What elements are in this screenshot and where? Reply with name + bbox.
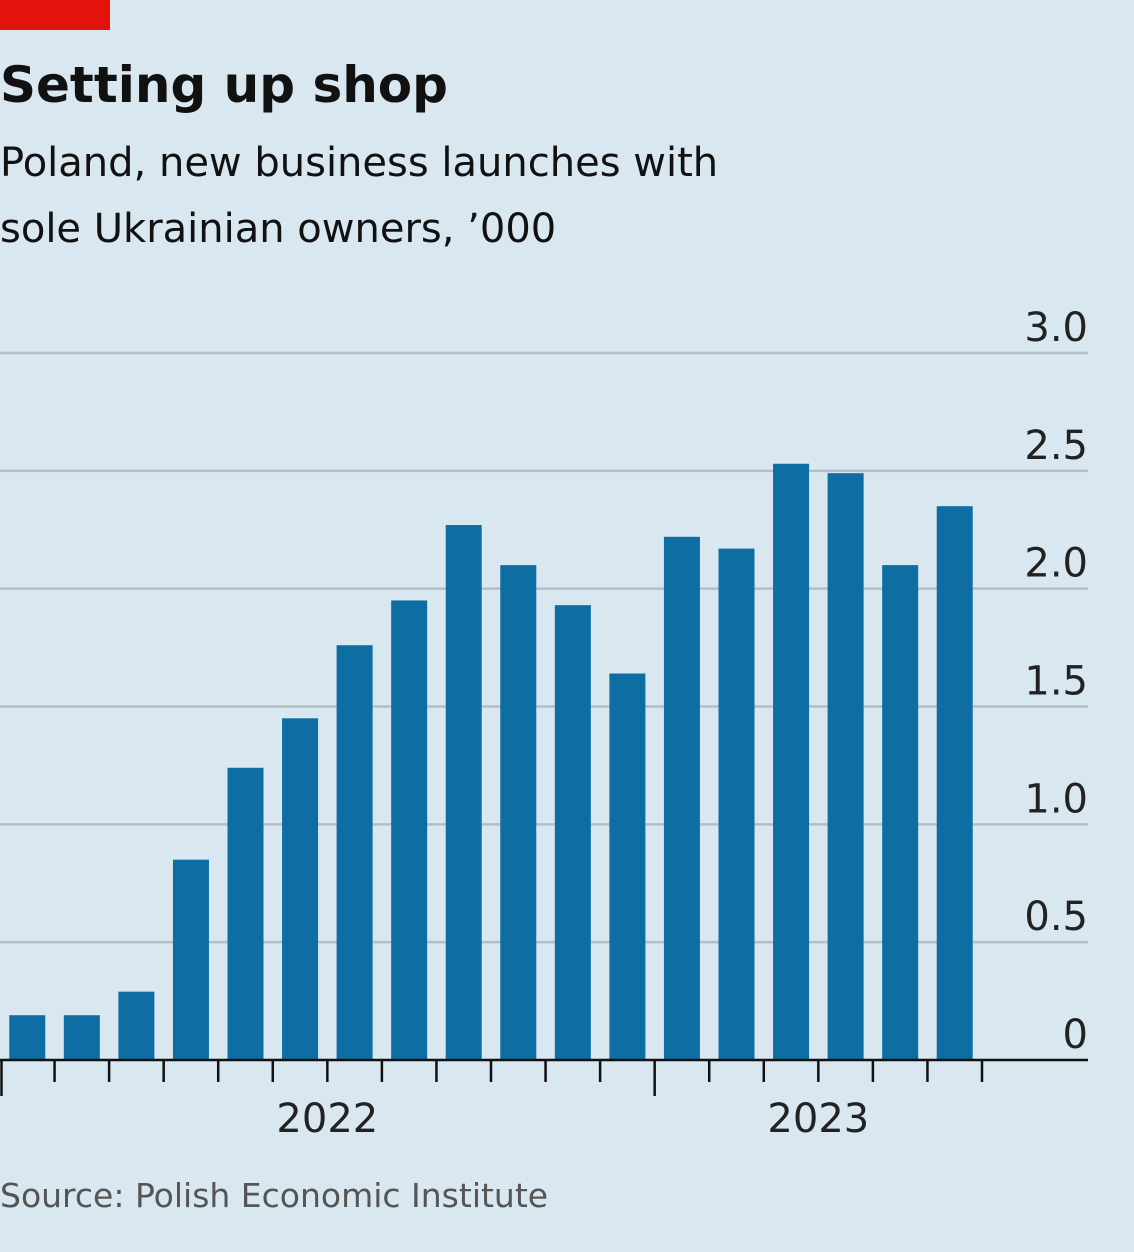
y-tick-label: 0 [1063, 1012, 1088, 1058]
y-tick-label: 0.5 [1024, 894, 1088, 940]
chart-subtitle: sole Ukrainian owners, ’000 [0, 206, 556, 252]
chart-subtitle: Poland, new business launches with [0, 140, 718, 186]
bar [554, 605, 591, 1060]
bar [282, 718, 319, 1060]
brand-tag [0, 0, 110, 30]
bar [663, 536, 700, 1060]
y-tick-label: 3.0 [1024, 305, 1088, 351]
y-tick-label: 1.5 [1024, 659, 1088, 705]
chart-title: Setting up shop [0, 56, 448, 114]
bar [718, 548, 755, 1060]
bar [336, 645, 373, 1060]
bar [445, 525, 482, 1060]
bar [827, 473, 864, 1060]
bar [500, 565, 537, 1060]
bar [118, 991, 155, 1060]
year-label: 2022 [276, 1096, 378, 1142]
bar [936, 506, 973, 1060]
bar [609, 673, 646, 1060]
y-tick-label: 1.0 [1024, 776, 1088, 822]
bar [63, 1015, 100, 1060]
bar [773, 463, 810, 1061]
bar [9, 1015, 46, 1060]
y-tick-label: 2.0 [1024, 541, 1088, 587]
bar [172, 859, 209, 1060]
y-tick-label: 2.5 [1024, 423, 1088, 469]
source: Source: Polish Economic Institute [0, 1176, 548, 1215]
bar [882, 565, 919, 1060]
bar [227, 767, 264, 1060]
bar [391, 600, 428, 1060]
year-label: 2023 [767, 1096, 869, 1142]
